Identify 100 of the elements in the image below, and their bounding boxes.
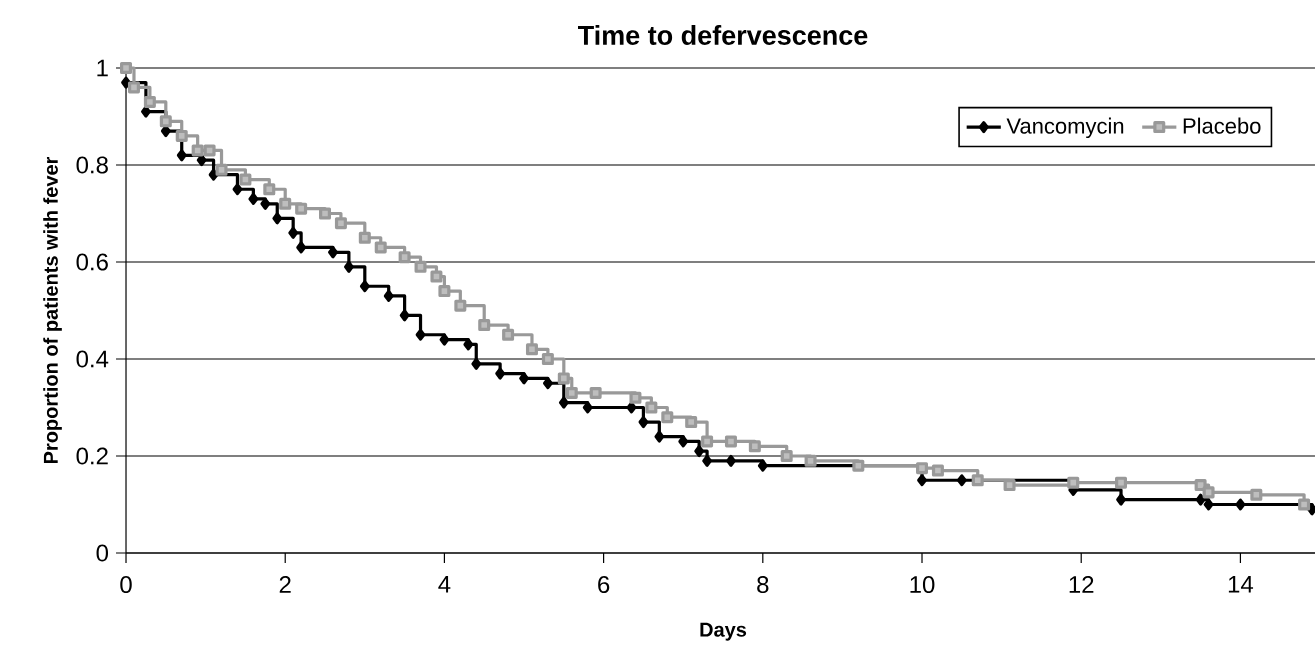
point [1235, 498, 1246, 511]
y-tick-label: 0.8 [76, 156, 108, 174]
point [1195, 493, 1206, 506]
point [239, 173, 252, 186]
point [542, 377, 553, 390]
point [288, 226, 299, 239]
point [143, 95, 156, 108]
point [1116, 493, 1126, 506]
point [582, 401, 593, 414]
point [917, 474, 927, 487]
point [726, 454, 736, 467]
point [804, 454, 817, 467]
y-tick-label: 0 [96, 544, 109, 562]
x-tick-label: 0 [120, 576, 132, 594]
point [398, 251, 411, 264]
point [1250, 488, 1263, 501]
point [780, 450, 793, 462]
point [176, 149, 187, 162]
point [1067, 476, 1080, 489]
point [383, 289, 394, 302]
point [565, 386, 578, 399]
point [589, 386, 602, 399]
point [439, 333, 450, 346]
point [196, 154, 207, 167]
point [121, 76, 131, 89]
point [414, 260, 427, 273]
x-tick-label: 6 [598, 576, 610, 594]
point [399, 309, 410, 322]
point [1194, 479, 1207, 492]
point [127, 81, 140, 94]
point [852, 459, 865, 472]
y-tick-label: 0.6 [76, 253, 108, 271]
point [191, 144, 204, 157]
x-tick-label: 8 [757, 576, 769, 594]
point [430, 270, 443, 283]
point [1203, 498, 1214, 511]
point [359, 280, 370, 293]
x-axis-title: Days [700, 622, 747, 641]
point [471, 357, 482, 370]
point [757, 459, 768, 472]
point [638, 416, 649, 429]
point [203, 144, 216, 157]
point [1003, 479, 1016, 492]
point [1298, 498, 1311, 511]
point [694, 445, 705, 458]
point [248, 192, 259, 205]
y-tick-label: 1 [97, 59, 108, 77]
point [748, 440, 761, 453]
y-tick-label: 0.2 [76, 447, 108, 465]
point [279, 197, 292, 210]
point [685, 416, 698, 429]
x-tick-label: 10 [910, 576, 935, 594]
point [701, 435, 714, 448]
point [502, 328, 515, 341]
legend-label: Vancomycin [1006, 117, 1124, 139]
point [678, 435, 689, 448]
point [724, 435, 737, 448]
point [557, 372, 570, 385]
point [495, 367, 506, 380]
point [454, 299, 467, 312]
point [463, 338, 474, 351]
point [175, 129, 188, 142]
y-tick-label: 0.4 [76, 350, 109, 368]
point [215, 163, 228, 176]
x-tick-label: 12 [1069, 576, 1094, 593]
chart-title: Time to defervescence [578, 25, 868, 45]
point [971, 474, 984, 487]
point [260, 197, 271, 210]
point [558, 396, 569, 409]
point [272, 212, 283, 225]
x-tick-label: 2 [279, 576, 291, 593]
point [120, 62, 133, 74]
point [296, 241, 307, 254]
x-tick-label: 4 [438, 576, 451, 593]
point [519, 372, 529, 385]
point [438, 285, 451, 298]
point [661, 411, 674, 424]
point [956, 474, 967, 487]
point [334, 217, 347, 230]
point [702, 454, 712, 467]
point [358, 231, 371, 244]
point [159, 115, 172, 128]
point [478, 319, 491, 332]
point [629, 391, 642, 404]
legend-label: Placebo [1183, 117, 1261, 134]
point [319, 207, 332, 220]
point [343, 260, 354, 273]
point [208, 168, 219, 181]
y-axis-title: Proportion of patients with fever [43, 156, 62, 464]
point [1202, 486, 1215, 499]
point [916, 462, 929, 475]
point [263, 183, 276, 196]
point [541, 353, 554, 365]
point [328, 246, 338, 259]
point [626, 401, 637, 414]
point [645, 401, 658, 414]
point [525, 343, 538, 356]
point [232, 183, 243, 196]
point [295, 202, 308, 215]
x-tick-label: 14 [1228, 576, 1254, 593]
